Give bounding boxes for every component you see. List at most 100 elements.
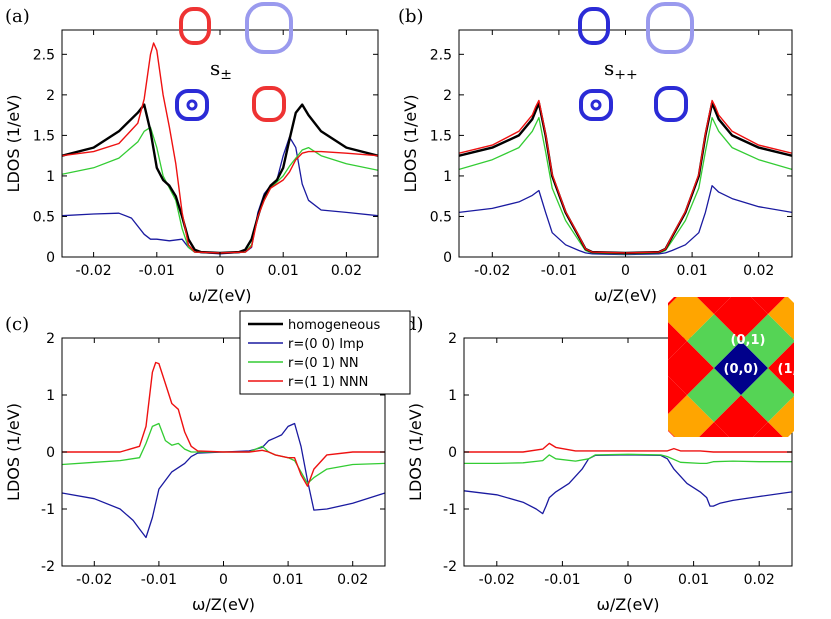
lattice-cell [822, 287, 831, 341]
lattice-cell [768, 449, 822, 503]
lattice-cell [741, 476, 795, 530]
lattice-cell [822, 449, 831, 503]
y-tick-label: 2.5 [33, 47, 55, 63]
lattice-cell [795, 260, 831, 314]
lattice-cell [668, 297, 687, 314]
lattice-cell [525, 314, 579, 368]
x-tick-label: 0.01 [273, 572, 304, 588]
series-line-nnn [459, 99, 792, 254]
x-tick-label: 0.02 [337, 572, 368, 588]
series-line-imp [459, 185, 792, 256]
y-axis-label: LDOS (1/eV) [401, 95, 420, 193]
pocket-hole-outer-icon [175, 89, 209, 121]
lattice-cell [714, 179, 768, 233]
lattice-cell [822, 233, 831, 287]
x-tick-label: -0.01 [541, 263, 577, 279]
y-tick-label: 0 [46, 445, 55, 461]
lattice-cell [795, 476, 831, 530]
lattice-cell [768, 179, 822, 233]
y-tick-label: 1 [448, 388, 457, 404]
y-tick-label: -2 [443, 559, 457, 575]
x-tick-label: -0.01 [139, 263, 175, 279]
series-line-homogeneous [459, 101, 792, 255]
x-tick-label: -0.02 [479, 572, 515, 588]
panel-c-label: (c) [5, 314, 29, 335]
lattice-cell [687, 297, 741, 314]
panel-b-label: (b) [398, 6, 424, 27]
lattice-label-center: (0,0) [724, 362, 759, 377]
lattice-cell [579, 368, 633, 422]
series-line-nn [464, 453, 792, 465]
x-tick-label: -0.02 [75, 263, 111, 279]
pocket-electron-icon [654, 86, 688, 122]
lattice-cell [795, 314, 831, 368]
pocket-electron-icon [252, 86, 286, 122]
lattice-cell [714, 449, 768, 503]
y-tick-label: -1 [41, 502, 55, 518]
x-tick-label: -0.02 [474, 263, 510, 279]
y-tick-label: 2 [46, 331, 55, 347]
series-line-nnn [62, 361, 385, 487]
series-line-nn [459, 116, 792, 255]
y-tick-label: 2 [448, 331, 457, 347]
x-tick-label: 0.01 [677, 263, 708, 279]
x-axis-label: ω/Z(eV) [192, 595, 255, 614]
x-axis-label: ω/Z(eV) [596, 595, 659, 614]
lattice-cell [552, 341, 606, 395]
lattice-cell [741, 297, 794, 314]
lattice-cell [714, 503, 768, 557]
lattice-cell [687, 206, 741, 260]
y-tick-label: -2 [41, 559, 55, 575]
x-tick-label: 0 [216, 263, 225, 279]
legend-label-nn: r=(0 1) NN [288, 356, 359, 371]
pocket-large-electron-icon [646, 2, 694, 54]
lattice-cell [795, 206, 831, 260]
x-tick-label: 0 [624, 572, 633, 588]
pocket-hole-inner-icon [186, 99, 198, 111]
axes-frame [458, 29, 793, 258]
x-tick-label: 0 [219, 572, 228, 588]
lattice-cell [687, 476, 741, 530]
y-axis-label: LDOS (1/eV) [406, 403, 425, 501]
x-tick-label: -0.02 [76, 572, 112, 588]
lattice-cell [822, 341, 831, 395]
pocket-hole-outer-icon [579, 89, 613, 121]
lattice-cell [768, 503, 822, 557]
lattice-cell [579, 314, 633, 368]
lattice-cell [795, 422, 831, 476]
pockets-b [578, 2, 694, 122]
x-axis-label: ω/Z(eV) [188, 286, 251, 305]
y-tick-label: 0.5 [430, 209, 452, 225]
y-tick-label: 1 [46, 388, 55, 404]
panel-a: -0.02 -0.01 0 0.01 0.02 0 0.5 1 1.5 2 2.5 ω/Z(eV) LD… [4, 29, 379, 305]
series-line-imp [62, 422, 385, 539]
legend: homogeneous r=(0 0) Imp r=(0 1) NN r=(1 … [239, 310, 411, 395]
x-tick-label: 0 [621, 263, 630, 279]
series-line-imp [464, 454, 792, 515]
lattice-cell [822, 395, 831, 449]
pocket-electron-icon [578, 7, 610, 45]
legend-label-nnn: r=(1 1) NNN [288, 375, 368, 390]
y-tick-label: 0 [46, 250, 55, 266]
lattice-cell [606, 233, 660, 287]
y-axis-label: LDOS (1/eV) [4, 403, 23, 501]
lattice-cell [606, 449, 660, 503]
pocket-hole-inner-icon [590, 99, 602, 111]
x-tick-label: -0.01 [141, 572, 177, 588]
x-tick-label: 0.02 [744, 572, 775, 588]
series-line-imp [62, 136, 378, 255]
legend-label-imp: r=(0 0) Imp [288, 337, 364, 352]
y-tick-label: -1 [443, 502, 457, 518]
y-tick-label: 2.5 [430, 47, 452, 63]
pockets-a [175, 2, 293, 122]
lattice-cell [606, 341, 660, 395]
y-tick-label: 0.5 [33, 209, 55, 225]
y-tick-label: 2 [443, 88, 452, 104]
legend-label-homogeneous: homogeneous [288, 318, 380, 333]
x-tick-label: 0.01 [268, 263, 299, 279]
lattice-cell [498, 341, 552, 395]
series-line-nnn [62, 42, 378, 254]
panel-a-label: (a) [5, 6, 30, 27]
y-tick-label: 1.5 [33, 128, 55, 144]
x-tick-label: 0.01 [678, 572, 709, 588]
